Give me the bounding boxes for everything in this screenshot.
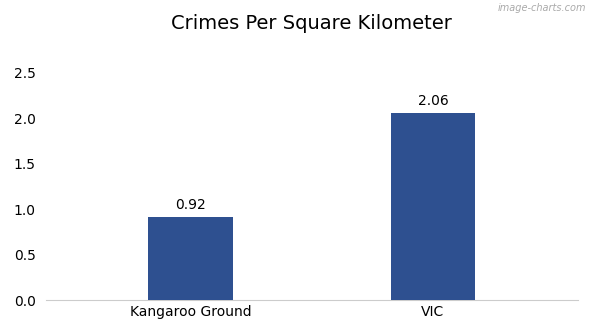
Text: 2.06: 2.06 (417, 94, 448, 108)
Text: 0.92: 0.92 (175, 198, 206, 212)
Text: image-charts.com: image-charts.com (498, 3, 586, 13)
Title: Crimes Per Square Kilometer: Crimes Per Square Kilometer (172, 14, 452, 33)
Bar (149, 216, 233, 300)
Bar (391, 113, 475, 300)
